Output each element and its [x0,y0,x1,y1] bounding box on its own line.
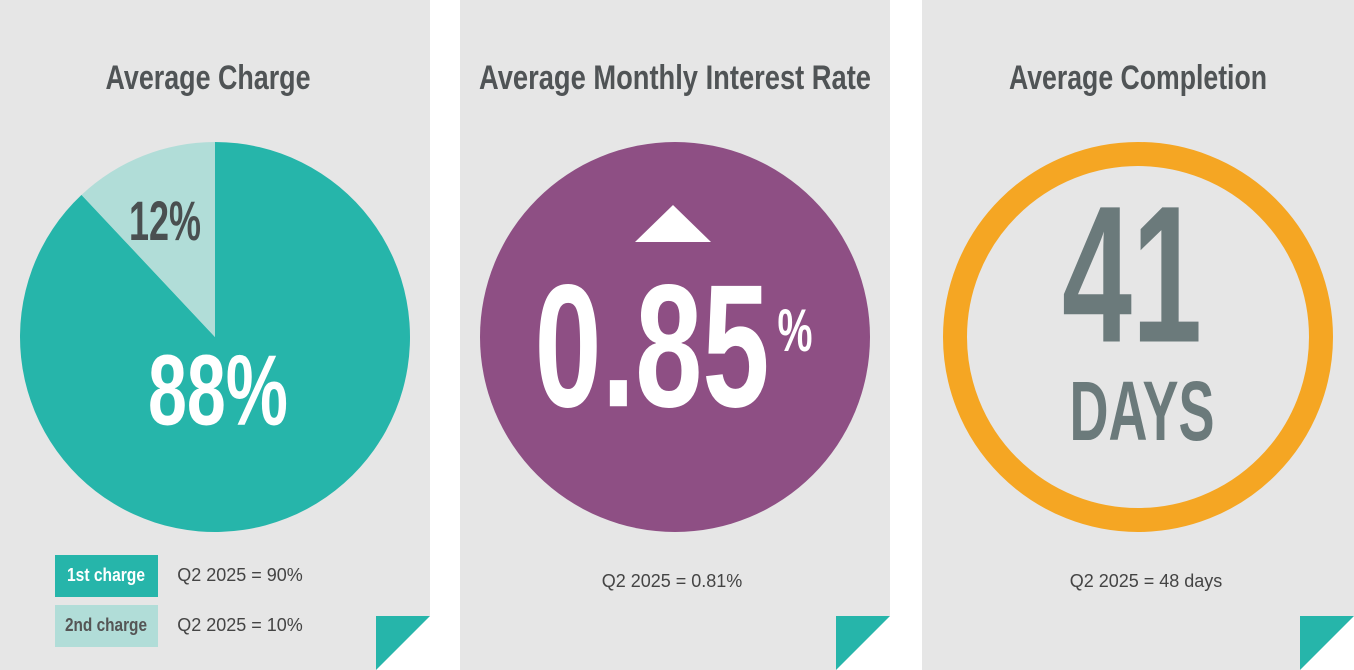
days-ring [943,142,1333,532]
pie-slice [19,142,411,532]
days-value: 41 [1062,166,1202,384]
legend-label: 2nd charge [65,615,147,635]
corner-fold [836,616,890,670]
note: Q2 2025 = 48 days [1070,571,1223,591]
legend-swatch [55,555,158,597]
panel-title: Average Monthly Interest Rate [479,59,871,97]
legend-note: Q2 2025 = 10% [177,615,303,635]
days-unit: DAYS [1070,364,1215,458]
pie-slice [81,142,216,337]
rate-circle [480,142,870,532]
legend-swatch [55,605,158,647]
pie: 88% 12% [19,142,411,532]
slice-label: 12% [129,189,201,252]
panel [922,0,1354,670]
panel-title: Average Completion [1009,59,1267,97]
legend-label: 1st charge [67,565,145,585]
corner-fold [376,616,430,670]
up-arrow [635,205,711,242]
slice-label: 88% [148,334,288,446]
rate-unit: % [778,297,813,364]
rate-value: 0.85 [535,249,770,444]
legend-note: Q2 2025 = 90% [177,565,303,585]
panel-title: Average Charge [106,59,311,97]
corner-fold [1300,616,1354,670]
note: Q2 2025 = 0.81% [602,571,743,591]
